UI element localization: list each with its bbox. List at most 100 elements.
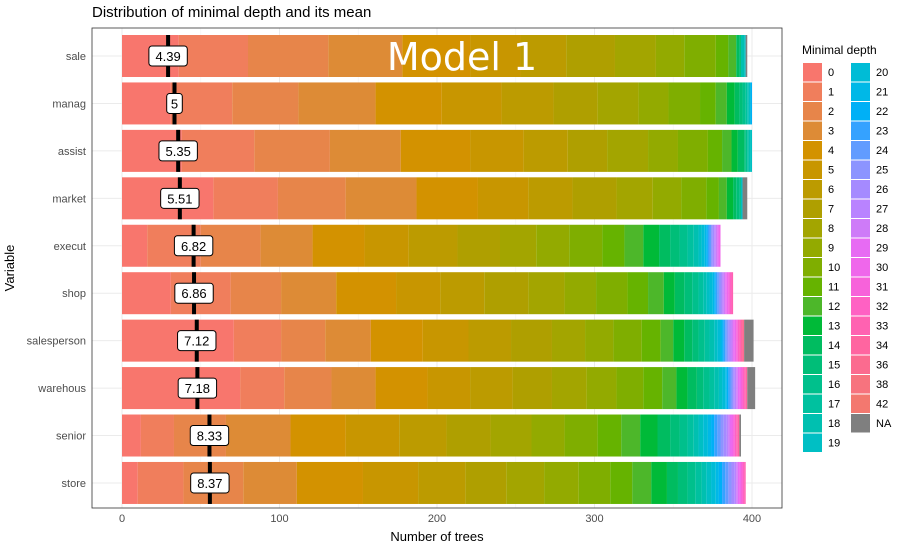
bar-segment-senior-depth-6: [399, 414, 447, 457]
bar-segment-salesperson-depth-1: [233, 319, 282, 362]
bar-segment-warehous-depth-13: [676, 367, 688, 410]
legend-label-33: 33: [876, 321, 888, 333]
bar-segment-senior-depth-15: [670, 414, 680, 457]
bar-segment-execut-depth-10: [569, 224, 603, 267]
bar-segment-warehous-depth-12: [662, 367, 677, 410]
legend-key-17: [803, 394, 822, 413]
mean-label-box-execut: [173, 235, 214, 257]
bar-segment-senior-depth-17: [687, 414, 694, 457]
bar-segment-shop-depth-31: [728, 272, 730, 315]
bar-segment-senior-depth-24: [717, 414, 721, 457]
legend-label-5: 5: [828, 165, 834, 177]
legend-label-10: 10: [828, 262, 840, 274]
legend-key-29: [851, 238, 870, 257]
bar-segment-warehous-depth-32: [742, 367, 745, 410]
bar-segment-manag-depth-19: [748, 82, 751, 125]
bar-segment-warehous-depth-24: [729, 367, 732, 410]
bar-segment-manag-depth-13: [726, 82, 735, 125]
legend-key-28: [851, 219, 870, 238]
bar-segment-salesperson-depth-2: [281, 319, 326, 362]
bar-segment-store-depth-19: [706, 461, 712, 504]
y-tick-label: manag: [52, 98, 86, 110]
bar-segment-store-depth-21: [715, 461, 719, 504]
bar-segment-manag-depth-15: [739, 82, 743, 125]
bar-segment-execut-depth-5: [364, 224, 409, 267]
legend-label-20: 20: [876, 67, 888, 79]
legend-key-18: [803, 414, 822, 433]
bar-segment-market-depth-14: [733, 177, 737, 220]
bar-segment-store-depth-10: [578, 461, 611, 504]
bar-segment-salesperson-depth-29: [733, 319, 735, 362]
bar-segment-senior-depth-29: [729, 414, 732, 457]
legend-key-26: [851, 180, 870, 199]
legend-key-23: [851, 121, 870, 140]
bar-segment-salesperson-depth-11: [641, 319, 661, 362]
legend-key-15: [803, 355, 822, 374]
bar-segment-store-depth-15: [677, 461, 688, 504]
bar-segment-store-depth-9: [544, 461, 579, 504]
bar-segment-warehous-depth-10: [616, 367, 644, 410]
bar-segment-execut-depth-22: [706, 224, 708, 267]
bar-segment-manag-depth-9: [638, 82, 669, 125]
mean-label-box-sale: [148, 45, 188, 67]
bar-segment-manag-depth-2: [232, 82, 299, 125]
bar-segment-salesperson-depth-32: [737, 319, 740, 362]
bar-segment-execut-depth-24: [709, 224, 712, 267]
bar-segment-execut-depth-12: [624, 224, 644, 267]
legend-key-21: [851, 82, 870, 101]
bar-segment-store-depth-31: [740, 461, 743, 504]
legend-key-6: [803, 180, 822, 199]
bar-segment-salesperson-depth-NA: [744, 319, 754, 362]
bar-segment-store-depth-18: [701, 461, 707, 504]
bar-segment-store-depth-4: [296, 461, 363, 504]
legend-label-7: 7: [828, 204, 834, 216]
bar-segment-store-depth-26: [731, 461, 735, 504]
bar-segment-shop-depth-2: [230, 272, 282, 315]
bar-segment-execut-depth-7: [457, 224, 500, 267]
bar-segment-market-depth-1: [213, 177, 278, 220]
legend-key-1: [803, 82, 822, 101]
y-tick-label: senior: [56, 431, 86, 443]
mean-label-box-market: [160, 187, 200, 209]
mean-label-execut: 6.82: [181, 239, 206, 254]
y-axis-label: Variable: [2, 245, 17, 292]
bar-segment-shop-depth-33: [731, 272, 734, 315]
bar-segment-execut-depth-13: [643, 224, 660, 267]
legend-key-8: [803, 219, 822, 238]
bar-segment-shop-depth-27: [722, 272, 724, 315]
bar-segment-salesperson-depth-33: [739, 319, 741, 362]
bar-segment-assist-depth-15: [744, 129, 746, 172]
legend-key-11: [803, 277, 822, 296]
bar-segment-market-depth-7: [572, 177, 617, 220]
y-tick-label: market: [52, 193, 86, 205]
legend-label-36: 36: [876, 360, 888, 372]
bar-segment-warehous-depth-17: [709, 367, 715, 410]
bar-segment-store-depth-11: [610, 461, 633, 504]
bar-segment-salesperson-depth-30: [734, 319, 737, 362]
bar-segment-assist-depth-13: [731, 129, 738, 172]
bar-segment-assist-depth-9: [648, 129, 678, 172]
bar-segment-assist-depth-17: [747, 129, 749, 172]
legend-key-19: [803, 433, 822, 452]
bar-segment-sale-depth-11: [715, 35, 729, 77]
mean-label-warehous: 7.18: [185, 381, 210, 396]
bar-segment-sale-depth-14: [736, 35, 740, 77]
mean-label-box-shop: [174, 282, 214, 304]
bar-segment-manag-depth-17: [745, 82, 748, 125]
x-tick-labels: 0 100 200 300 400: [119, 513, 761, 525]
bar-segment-salesperson-depth-4: [370, 319, 423, 362]
bar-segment-salesperson-depth-19: [714, 319, 718, 362]
mean-label-market: 5.51: [167, 191, 192, 206]
bar-segment-manag-depth-7: [553, 82, 598, 125]
bar-segment-warehous-depth-26: [733, 367, 735, 410]
bar-segment-shop-depth-32: [729, 272, 732, 315]
x-tick-label: 100: [270, 513, 288, 525]
mean-label-salesperson: 7.12: [184, 334, 209, 349]
bar-segment-shop-depth-26: [720, 272, 723, 315]
bar-segment-execut-depth-18: [693, 224, 699, 267]
bar-segment-market-depth-9: [652, 177, 682, 220]
legend-label-34: 34: [876, 340, 888, 352]
bar-segment-warehous-depth-6: [470, 367, 513, 410]
legend-label-25: 25: [876, 165, 888, 177]
